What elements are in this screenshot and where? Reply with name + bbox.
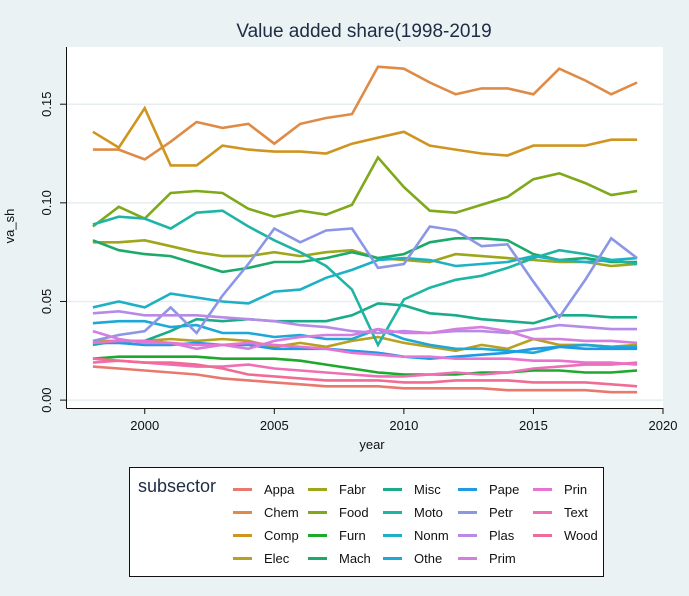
legend-swatch [308, 510, 327, 514]
legend-title: subsector [138, 476, 217, 496]
legend-label: Prin [564, 481, 588, 497]
gridlines [67, 103, 663, 401]
legend-label: Comp [264, 527, 299, 543]
legend-label: Food [339, 504, 369, 520]
legend-swatch [533, 487, 552, 491]
legend-item-prim: Prim [458, 547, 516, 569]
legend-item-fabr: Fabr [308, 478, 366, 500]
legend-label: Wood [564, 527, 598, 543]
y-tick-label: 0.10 [39, 190, 54, 215]
legend-item-moto: Moto [383, 501, 443, 523]
y-axis-ticks: 0.00 0.05 0.10 0.15 [39, 92, 67, 413]
chart-title: Value added share(1998-2019 [236, 21, 491, 42]
legend-swatch [458, 487, 477, 491]
series-line-chem [92, 65, 638, 161]
legend-swatch [233, 510, 252, 514]
legend-label: Elec [264, 550, 290, 566]
legend-item-wood: Wood [533, 524, 598, 546]
legend-item-plas: Plas [458, 524, 514, 546]
legend-swatch [383, 487, 402, 491]
legend-label: Misc [414, 481, 441, 497]
legend-swatch [233, 556, 252, 560]
series-line-appa [92, 365, 638, 394]
y-tick-label: 0.05 [39, 289, 54, 314]
x-tick-label: 2005 [260, 418, 289, 433]
legend-swatch [458, 533, 477, 537]
legend: subsector Appa Chem Comp Elec Fabr Food Furn Ma… [129, 467, 604, 577]
y-tick-label: 0.15 [39, 92, 54, 117]
x-axis-title: year [359, 437, 385, 452]
series-line-othe [92, 319, 638, 355]
legend-label: Nonm [414, 527, 449, 543]
legend-item-petr: Petr [458, 501, 513, 523]
legend-item-food: Food [308, 501, 369, 523]
legend-swatch [233, 533, 252, 537]
legend-swatch [458, 510, 477, 514]
legend-swatch [533, 533, 552, 537]
legend-item-nonm: Nonm [383, 524, 449, 546]
series-line-petr [92, 225, 638, 343]
series-line-prim [92, 325, 638, 351]
y-axis-title: va_sh [2, 209, 17, 244]
legend-label: Mach [339, 550, 371, 566]
legend-swatch [383, 556, 402, 560]
x-axis-ticks: 2000 2005 2010 2015 2020 [130, 408, 677, 433]
x-tick-label: 2010 [389, 418, 418, 433]
legend-label: Pape [489, 481, 520, 497]
legend-item-prin: Prin [533, 478, 587, 500]
series-line-elec [92, 335, 638, 353]
y-tick-label: 0.00 [39, 387, 54, 412]
legend-item-comp: Comp [233, 524, 299, 546]
series-line-prin [92, 339, 638, 366]
x-tick-label: 2000 [130, 418, 159, 433]
legend-label: Prim [489, 550, 516, 566]
series-line-moto [92, 209, 638, 348]
series-line-text [92, 359, 638, 378]
legend-label: Chem [264, 504, 299, 520]
legend-label: Furn [339, 527, 366, 543]
series-line-wood [92, 357, 638, 388]
series-line-nonm [92, 254, 638, 309]
legend-swatch [308, 556, 327, 560]
legend-label: Fabr [339, 481, 366, 497]
series-line-furn [92, 355, 638, 376]
legend-label: Plas [489, 527, 515, 543]
legend-item-mach: Mach [308, 547, 371, 569]
legend-item-chem: Chem [233, 501, 299, 523]
legend-item-text: Text [533, 501, 588, 523]
legend-item-othe: Othe [383, 547, 442, 569]
legend-swatch [383, 510, 402, 514]
series-lines [92, 65, 638, 394]
legend-item-appa: Appa [233, 478, 294, 500]
legend-item-furn: Furn [308, 524, 366, 546]
series-line-food [92, 155, 638, 228]
legend-item-misc: Misc [383, 478, 441, 500]
legend-swatch [308, 487, 327, 491]
legend-swatch [308, 533, 327, 537]
legend-swatch [533, 510, 552, 514]
legend-item-pape: Pape [458, 478, 519, 500]
legend-swatch [383, 533, 402, 537]
x-tick-label: 2020 [649, 418, 678, 433]
legend-swatch [458, 556, 477, 560]
legend-item-elec: Elec [233, 547, 289, 569]
x-tick-label: 2015 [519, 418, 548, 433]
legend-swatch [233, 487, 252, 491]
legend-label: Moto [414, 504, 443, 520]
legend-label: Othe [414, 550, 443, 566]
legend-label: Text [564, 504, 588, 520]
legend-label: Appa [264, 481, 295, 497]
legend-label: Petr [489, 504, 513, 520]
series-line-comp [92, 105, 638, 167]
